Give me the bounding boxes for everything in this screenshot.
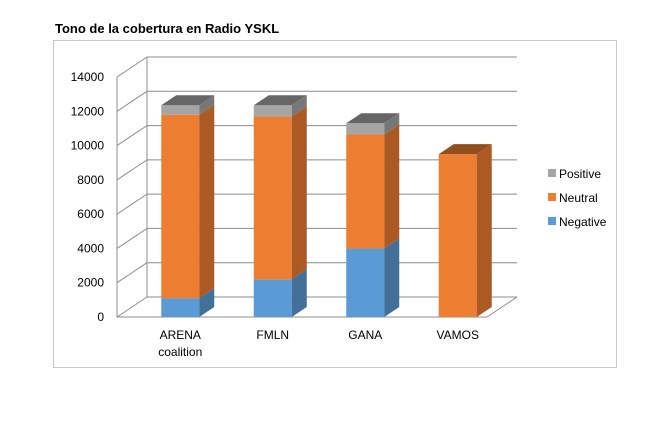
gridline-side bbox=[116, 56, 148, 78]
bar-fmln-negative-side bbox=[291, 269, 307, 317]
y-tick-label: 12000 bbox=[71, 104, 105, 118]
bar-gana-positive-side bbox=[384, 113, 400, 135]
bar-arena-coalition-neutral bbox=[161, 114, 200, 299]
x-tick-label-gana: GANA bbox=[348, 328, 382, 342]
legend-label-positive: Positive bbox=[559, 167, 601, 181]
bar-vamos-neutral-side bbox=[476, 144, 492, 317]
legend-label-neutral: Neutral bbox=[559, 191, 598, 205]
bar-fmln-top bbox=[253, 95, 307, 106]
gridline-side bbox=[116, 228, 148, 249]
bar-arena-coalition-positive-side bbox=[199, 95, 215, 115]
legend-swatch-neutral bbox=[548, 193, 556, 201]
legend-label-negative: Negative bbox=[559, 215, 607, 229]
bar-fmln-positive bbox=[253, 105, 292, 117]
bar-gana-neutral-side bbox=[384, 124, 400, 249]
chart-frame bbox=[53, 40, 617, 368]
bar-arena-coalition-neutral-side bbox=[199, 104, 215, 299]
x-tick-label-vamos: VAMOS bbox=[437, 328, 479, 342]
bar-gana-neutral bbox=[346, 134, 385, 249]
bar-fmln-neutral bbox=[253, 116, 292, 280]
x-tick-label-fmln: FMLN bbox=[256, 328, 289, 342]
bar-arena-coalition-positive bbox=[161, 105, 200, 115]
legend-swatch-negative bbox=[548, 217, 556, 225]
bar-arena-coalition-negative-side bbox=[199, 288, 215, 317]
y-tick-label: 10000 bbox=[71, 139, 105, 153]
bar-vamos-neutral bbox=[438, 154, 477, 317]
y-tick-label: 2000 bbox=[77, 276, 104, 290]
gridline-side bbox=[116, 90, 148, 112]
bar-fmln-positive-side bbox=[291, 95, 307, 117]
bar-gana-top bbox=[346, 113, 400, 124]
bar-gana-negative bbox=[346, 248, 385, 317]
y-tick-label: 0 bbox=[97, 310, 104, 324]
y-tick-label: 4000 bbox=[77, 241, 104, 255]
gridline-side bbox=[116, 193, 148, 215]
y-tick-label: 8000 bbox=[77, 173, 104, 187]
gridline-side bbox=[116, 262, 148, 284]
bar-fmln-neutral-side bbox=[291, 106, 307, 280]
y-tick-label: 14000 bbox=[71, 70, 105, 84]
floor-right-edge bbox=[486, 296, 518, 318]
bar-fmln-negative bbox=[253, 279, 292, 317]
legend-swatch-positive bbox=[548, 169, 556, 177]
bar-arena-coalition-negative bbox=[161, 298, 200, 317]
chart-title: Tono de la cobertura en Radio YSKL bbox=[55, 21, 280, 36]
gridline-side bbox=[116, 296, 148, 318]
gridline-side bbox=[116, 125, 148, 146]
bar-vamos-top bbox=[438, 144, 492, 155]
bar-gana-negative-side bbox=[384, 238, 400, 317]
x-tick-label-arena-coalition: ARENA coalition bbox=[158, 328, 202, 359]
y-tick-label: 6000 bbox=[77, 207, 104, 221]
gridline-side bbox=[116, 159, 148, 181]
bar-gana-positive bbox=[346, 123, 385, 135]
bar-arena-coalition-top bbox=[161, 95, 215, 106]
